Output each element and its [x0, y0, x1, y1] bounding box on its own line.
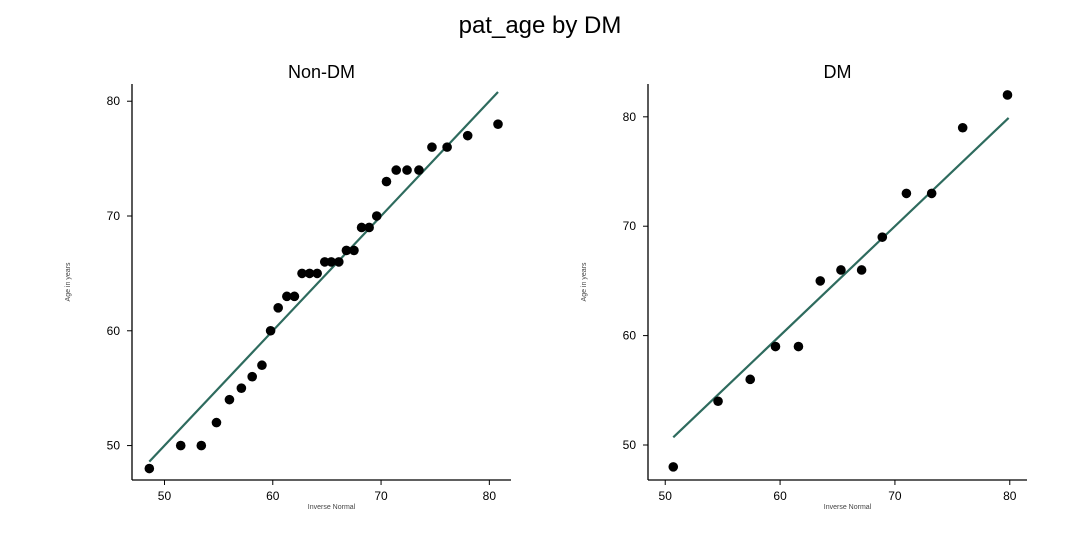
- figure-title: pat_age by DM: [458, 12, 622, 39]
- non-dm-data-point: [334, 257, 344, 267]
- non-dm-data-point: [297, 268, 307, 279]
- panel-non-dm: Non-DM 50 60 70 80 50 60 70 80 Inverse Normal Age …: [65, 62, 511, 511]
- non-dm-data-point: [282, 291, 292, 302]
- non-dm-x-tick-label: 70: [374, 489, 388, 503]
- non-dm-data-point: [224, 394, 235, 405]
- dm-y-tick-label: 50: [623, 438, 637, 452]
- non-dm-data-point: [273, 303, 283, 313]
- dm-y-tick-label: 80: [623, 110, 637, 124]
- non-dm-x-tick-label: 60: [266, 489, 280, 503]
- dm-data-point: [1002, 90, 1013, 100]
- non-dm-y-tick-label: 50: [107, 439, 121, 453]
- non-dm-data-point: [236, 383, 247, 393]
- non-dm-data-point: [144, 463, 155, 474]
- dm-data-point: [668, 462, 679, 472]
- dm-data-point: [877, 232, 888, 242]
- dm-x-tick-label: 70: [888, 489, 902, 503]
- non-dm-data-point: [265, 325, 276, 336]
- non-dm-data-point: [427, 142, 437, 152]
- non-dm-data-point: [391, 165, 402, 175]
- non-dm-data-point: [462, 130, 473, 141]
- non-dm-data-point: [381, 176, 392, 187]
- dm-y-axis-label: Age in years: [581, 262, 588, 301]
- non-dm-data-point: [442, 142, 452, 152]
- dm-data-point: [793, 341, 804, 352]
- non-dm-data-point: [356, 222, 367, 233]
- non-dm-data-point: [304, 268, 315, 279]
- non-dm-data-point: [349, 245, 359, 256]
- dm-x-axis-label: Inverse Normal: [824, 504, 872, 511]
- dm-y-tick-label: 70: [623, 219, 637, 233]
- non-dm-data-point: [341, 245, 352, 256]
- dm-data-point: [957, 122, 968, 133]
- non-dm-data-point: [257, 360, 267, 371]
- non-dm-data-point: [371, 211, 382, 221]
- non-dm-panel-title: Non-DM: [288, 62, 355, 82]
- non-dm-data-point: [312, 268, 322, 279]
- dm-y-tick-label: 60: [623, 329, 637, 343]
- dm-x-tick-label: 80: [1003, 489, 1017, 503]
- non-dm-y-tick-label: 60: [107, 324, 121, 338]
- non-dm-data-point: [175, 440, 186, 451]
- non-dm-y-tick-label: 70: [107, 209, 121, 223]
- dm-data-point: [713, 396, 723, 407]
- dm-fit-line: [672, 117, 1010, 439]
- dm-x-tick-label: 50: [659, 489, 673, 503]
- dm-x-tick-label: 60: [773, 489, 787, 503]
- non-dm-data-point: [402, 165, 412, 175]
- dm-panel-title: DM: [824, 62, 852, 82]
- non-dm-data-point: [326, 257, 337, 267]
- non-dm-x-tick-label: 80: [483, 489, 497, 503]
- non-dm-data-point: [493, 119, 503, 129]
- non-dm-fit-line: [148, 91, 499, 463]
- dm-data-point: [770, 341, 781, 352]
- non-dm-data-point: [289, 291, 300, 302]
- dm-data-point: [745, 374, 756, 385]
- non-dm-data-point: [196, 440, 207, 451]
- non-dm-data-point: [414, 165, 424, 175]
- non-dm-x-axis-label: Inverse Normal: [308, 504, 356, 511]
- dm-data-point: [901, 188, 912, 199]
- non-dm-y-axis-label: Age in years: [65, 262, 72, 301]
- dm-data-point: [856, 265, 867, 275]
- non-dm-y-tick-label: 80: [107, 94, 121, 108]
- panel-dm: DM 50 60 70 80 50 60 70 80 Inverse Normal Age in y…: [581, 62, 1027, 511]
- non-dm-data-point: [364, 222, 374, 233]
- non-dm-data-point: [211, 417, 222, 428]
- dm-data-point: [926, 188, 937, 199]
- non-dm-x-tick-label: 50: [158, 489, 172, 503]
- non-dm-data-point: [247, 371, 257, 382]
- dm-data-point: [836, 265, 846, 275]
- dm-data-point: [815, 276, 826, 286]
